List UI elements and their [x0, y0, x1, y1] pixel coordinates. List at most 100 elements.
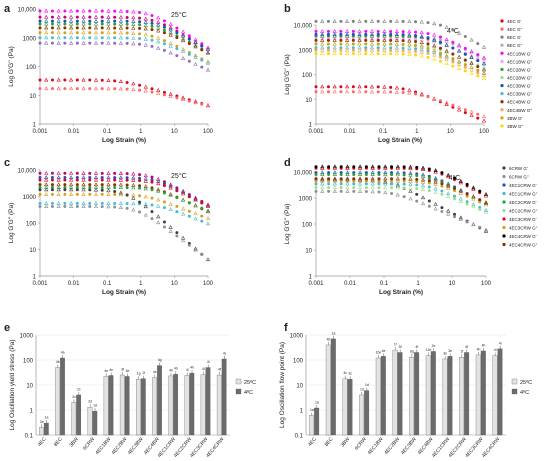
data-point	[357, 181, 363, 186]
data-point	[382, 51, 387, 56]
data-point	[444, 37, 449, 41]
data-point	[156, 188, 161, 193]
data-point	[339, 165, 343, 169]
data-point	[56, 14, 61, 19]
data-point	[377, 173, 381, 177]
legend: 4EC G' 4EC G'' 8EC G' 8EC G'' 4EC1BW G' 4EC1B…	[500, 19, 532, 129]
data-point	[457, 105, 462, 109]
x-tick-label: 0.001	[308, 281, 324, 287]
legend-entry: 6CRW G'	[509, 166, 528, 171]
bar-4EC1CRW-1	[173, 374, 179, 436]
data-point	[50, 22, 54, 26]
data-point	[345, 164, 350, 169]
data-point	[69, 170, 74, 175]
data-point	[351, 29, 355, 33]
bar-label: 4e	[104, 369, 108, 373]
data-point	[339, 38, 343, 42]
legend-entry: 3BW G'	[507, 116, 523, 121]
data-point	[131, 9, 136, 14]
data-point	[93, 171, 99, 175]
data-point	[402, 177, 406, 181]
data-point	[75, 41, 79, 45]
data-point	[150, 24, 154, 28]
data-point	[401, 90, 405, 94]
data-point	[320, 170, 325, 175]
data-point	[143, 16, 148, 21]
data-point	[453, 212, 457, 216]
data-point	[453, 187, 457, 191]
data-point	[476, 65, 480, 69]
data-point	[125, 172, 129, 176]
data-point	[407, 42, 412, 47]
data-point	[56, 201, 61, 205]
bar-label: 4e	[382, 349, 386, 353]
data-point	[125, 202, 129, 206]
data-point	[156, 181, 161, 186]
data-point	[75, 204, 79, 208]
data-point	[395, 164, 400, 169]
data-point	[81, 35, 86, 40]
data-point	[402, 186, 406, 190]
bar-4EC2BW-0	[392, 349, 398, 436]
data-point	[93, 204, 99, 209]
data-point	[394, 85, 399, 90]
data-point	[364, 48, 368, 52]
data-point	[56, 21, 61, 26]
data-point	[426, 49, 430, 53]
y-tick-label: 1	[309, 275, 313, 281]
data-point	[414, 34, 418, 38]
data-point	[56, 204, 61, 208]
data-point	[205, 221, 211, 226]
data-point	[168, 185, 173, 190]
data-point	[63, 36, 67, 40]
bar-label: 5f	[399, 345, 402, 349]
data-point	[465, 192, 469, 196]
legend-marker	[500, 100, 504, 104]
data-point	[446, 183, 451, 188]
data-point	[125, 176, 129, 180]
data-point	[168, 207, 173, 212]
data-point	[205, 209, 211, 214]
data-point	[81, 86, 86, 91]
data-point	[458, 215, 463, 220]
data-point	[205, 45, 211, 50]
data-point	[369, 32, 375, 36]
data-point	[156, 35, 161, 40]
data-point	[332, 84, 337, 89]
data-point	[370, 164, 375, 169]
data-point	[427, 185, 431, 189]
data-point	[326, 42, 330, 46]
data-point	[56, 40, 61, 45]
data-point	[370, 170, 375, 175]
data-point	[382, 32, 387, 36]
bar-3BW-1	[347, 379, 353, 436]
data-point	[150, 87, 154, 91]
data-point	[453, 194, 457, 198]
data-point	[200, 58, 204, 62]
data-point	[113, 183, 117, 187]
data-point	[56, 77, 61, 82]
legend: 25ºC 4ºC	[235, 378, 256, 396]
data-point	[81, 201, 86, 205]
data-point	[401, 33, 405, 37]
data-point	[394, 38, 399, 43]
data-point	[100, 183, 104, 187]
data-point	[457, 30, 462, 35]
data-point	[383, 181, 388, 186]
data-point	[432, 96, 437, 101]
data-point	[100, 26, 104, 30]
data-point	[463, 65, 467, 69]
data-point	[326, 48, 330, 52]
data-point	[389, 90, 393, 94]
data-point	[131, 35, 136, 40]
data-point	[143, 178, 148, 183]
data-point	[432, 52, 437, 57]
data-point	[63, 15, 67, 19]
data-point	[63, 78, 67, 82]
data-point	[131, 25, 136, 30]
data-point	[138, 173, 142, 177]
data-point	[481, 44, 487, 49]
x-tick-label: 0.001	[32, 129, 48, 135]
data-point	[69, 187, 74, 192]
data-point	[113, 22, 117, 26]
